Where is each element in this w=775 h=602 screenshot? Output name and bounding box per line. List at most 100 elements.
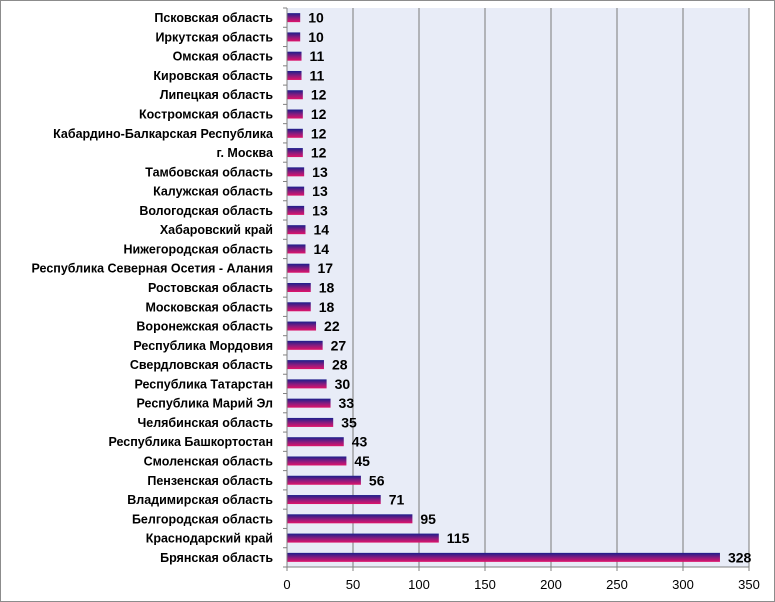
data-label: 10 <box>308 29 324 45</box>
data-label: 71 <box>389 492 405 508</box>
x-tick-label: 0 <box>283 577 290 592</box>
bar <box>287 244 306 254</box>
category-label: Воронежская область <box>136 320 273 334</box>
bar <box>287 109 303 119</box>
x-tick-label: 200 <box>540 577 562 592</box>
category-label: Омская область <box>173 50 274 64</box>
data-label: 13 <box>312 202 328 218</box>
bar <box>287 70 302 80</box>
bar <box>287 263 310 273</box>
data-label: 30 <box>335 376 351 392</box>
data-label: 27 <box>331 337 347 353</box>
axes <box>283 7 750 571</box>
data-labels: 10 10 11 11 12 12 12 12 13 13 13 14 14 17 18 18 22 27 28 30… <box>308 10 751 566</box>
x-tick-label: 350 <box>738 577 760 592</box>
category-label: Хабаровский край <box>160 223 273 237</box>
bar <box>287 186 305 196</box>
bar <box>287 417 334 427</box>
data-label: 115 <box>447 530 470 546</box>
category-label: Свердловская область <box>130 358 273 372</box>
x-tick-labels: 0 50 100 150 200 250 300 350 <box>283 577 759 592</box>
category-label: Республика Татарстан <box>134 377 273 391</box>
data-label: 14 <box>313 222 329 238</box>
bar <box>287 205 305 215</box>
data-label: 35 <box>341 414 357 430</box>
x-tick-label: 100 <box>408 577 430 592</box>
bars <box>287 13 720 562</box>
category-label: Кировская область <box>153 69 273 83</box>
bar <box>287 32 301 42</box>
bar <box>287 13 301 23</box>
bar <box>287 398 331 408</box>
data-label: 18 <box>319 280 335 296</box>
category-label: Псковская область <box>154 11 273 25</box>
category-label: Республика Башкортостан <box>108 435 273 449</box>
category-label: Калужская область <box>153 185 273 199</box>
category-label: Владимирская область <box>127 493 273 507</box>
bar <box>287 514 413 524</box>
category-label: Смоленская область <box>144 454 274 468</box>
bar <box>287 456 347 466</box>
data-label: 14 <box>313 241 329 257</box>
data-label: 45 <box>354 453 370 469</box>
category-label: Московская область <box>145 300 273 314</box>
data-label: 56 <box>369 472 385 488</box>
x-tick-label: 300 <box>672 577 694 592</box>
bar <box>287 128 303 138</box>
category-label: Республика Марий Эл <box>137 397 274 411</box>
data-label: 12 <box>311 106 327 122</box>
data-label: 13 <box>312 183 328 199</box>
category-label: Иркутская область <box>155 30 273 44</box>
bar <box>287 321 317 331</box>
data-label: 12 <box>311 145 327 161</box>
category-label: Челябинская область <box>137 416 273 430</box>
category-label: Ростовская область <box>148 281 273 295</box>
data-label: 95 <box>420 511 436 527</box>
bar <box>287 437 344 447</box>
data-label: 328 <box>728 549 752 565</box>
data-label: 43 <box>352 434 368 450</box>
data-label: 12 <box>311 125 327 141</box>
data-label: 33 <box>339 395 355 411</box>
bar <box>287 302 311 312</box>
data-label: 12 <box>311 87 327 103</box>
x-tick-label: 50 <box>346 577 360 592</box>
category-label: Республика Мордовия <box>133 339 273 353</box>
bar <box>287 51 302 61</box>
gridlines <box>352 8 750 567</box>
category-label: Липецкая область <box>160 88 274 102</box>
bar <box>287 90 303 100</box>
bar <box>287 495 381 505</box>
bar <box>287 360 324 370</box>
data-label: 18 <box>319 299 335 315</box>
bar <box>287 379 327 389</box>
bar <box>287 552 720 562</box>
category-label: Костромская область <box>139 108 273 122</box>
category-label: Республика Северная Осетия - Алания <box>32 262 273 276</box>
category-label: Кабардино-Балкарская Республика <box>53 127 274 141</box>
category-labels: Псковская область Иркутская область Омская… <box>32 11 275 565</box>
bar <box>287 283 311 292</box>
category-label: Краснодарский край <box>146 532 273 546</box>
bar <box>287 533 439 543</box>
data-label: 22 <box>324 318 340 334</box>
x-tick-label: 250 <box>606 577 628 592</box>
x-tick-label: 150 <box>474 577 496 592</box>
data-label: 10 <box>308 10 324 26</box>
bar <box>287 340 323 350</box>
data-label: 28 <box>332 357 348 373</box>
data-label: 11 <box>310 67 325 83</box>
category-label: Белгородская область <box>132 512 273 526</box>
category-label: г. Москва <box>217 146 275 160</box>
category-label: Тамбовская область <box>145 165 273 179</box>
bar <box>287 475 361 485</box>
bar <box>287 225 306 235</box>
bar <box>287 167 305 177</box>
category-label: Брянская область <box>160 551 273 565</box>
category-label: Пензенская область <box>147 474 273 488</box>
category-label: Вологодская область <box>139 204 273 218</box>
data-label: 17 <box>317 260 333 276</box>
data-label: 11 <box>310 48 325 64</box>
bar <box>287 148 303 158</box>
